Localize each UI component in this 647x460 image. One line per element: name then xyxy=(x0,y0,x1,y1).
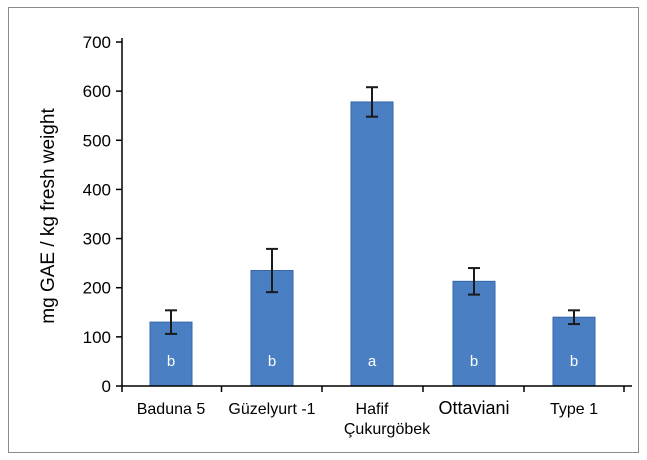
y-tick-label: 300 xyxy=(83,230,111,249)
y-tick-label: 200 xyxy=(83,279,111,298)
bar xyxy=(452,280,496,387)
y-tick-label: 400 xyxy=(83,180,111,199)
chart-frame xyxy=(8,7,639,453)
y-tick-label: 600 xyxy=(83,82,111,101)
y-tick-label: 500 xyxy=(83,131,111,150)
x-tick-label: Ottaviani xyxy=(438,398,509,418)
x-tick-label: Çukurgöbek xyxy=(344,421,431,438)
x-tick-label: Type 1 xyxy=(550,401,598,418)
x-tick-label: Baduna 5 xyxy=(137,401,206,418)
significance-letter: b xyxy=(570,353,578,370)
significance-letter: b xyxy=(268,353,276,370)
significance-letter: b xyxy=(167,353,175,370)
y-axis-label: mg GAE / kg fresh weight xyxy=(38,108,59,324)
significance-letter: a xyxy=(368,353,377,370)
y-tick-label: 100 xyxy=(83,328,111,347)
x-tick-label: Hafif xyxy=(356,401,389,418)
y-tick-label: 700 xyxy=(83,33,111,52)
significance-letter: b xyxy=(470,353,478,370)
bar xyxy=(350,101,394,387)
x-tick-label: Güzelyurt -1 xyxy=(228,401,315,418)
bar xyxy=(552,316,596,387)
y-tick-label: 0 xyxy=(102,377,111,396)
